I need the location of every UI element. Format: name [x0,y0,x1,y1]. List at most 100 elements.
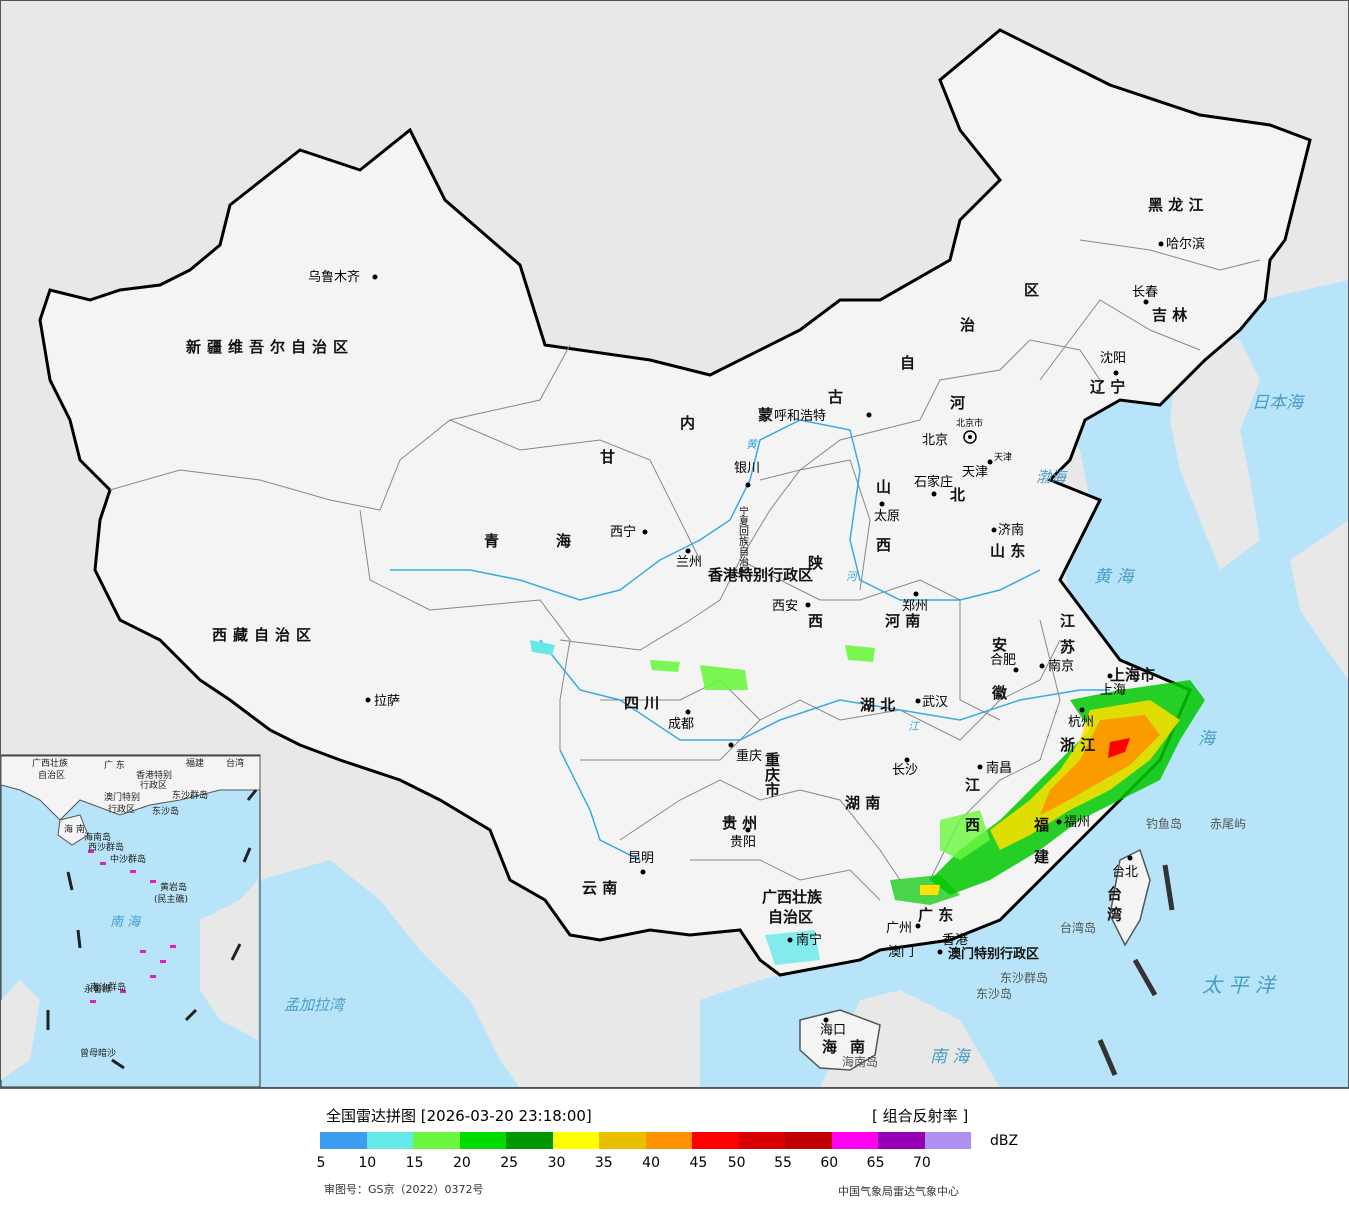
province-label: 香港特别行政区 [708,566,813,584]
city-dot-icon [904,757,910,763]
city-label: 西安 [772,599,798,614]
scale-tick-label: 55 [774,1155,792,1171]
sea-label: 南 海 [930,1047,972,1067]
province-label: 上海市 [1110,666,1155,684]
city-dot-icon [1039,663,1045,669]
color-scale-segment [831,1132,878,1149]
island-label: 台湾岛 [1060,920,1096,935]
scale-tick-label: 20 [452,1155,471,1171]
inset-hainan [57,814,89,846]
city-dot-icon [1056,819,1062,825]
province-label: 建 [1034,848,1050,866]
province-label: 区 [1024,281,1039,299]
city-dot-icon [915,698,921,704]
city-label: 昆明 [628,851,654,866]
color-scale-segment [506,1132,553,1149]
province-label: 吉 林 [1152,306,1188,324]
scale-tick-label: 15 [405,1155,424,1171]
map-approval-number: 审图号：GS京（2022）0372号 [324,1183,484,1196]
city-label: 上海 [1100,683,1126,698]
city-dot-icon [1143,299,1149,305]
province-label: 自 [900,354,915,372]
city-label: 太原 [874,509,900,524]
color-scale-segment [645,1132,692,1149]
province-label: 苏 [1060,638,1075,656]
province-label: 澳门特别行政区 [948,946,1039,962]
city-label: 香港 [942,933,968,948]
inset-label: 西沙群岛 [88,841,124,853]
nine-dash-line [1097,864,1175,1076]
city-dot-icon [685,709,691,715]
inset-label: 海 南 [64,823,85,835]
scale-tick-label: 5 [316,1155,326,1171]
city-dot-icon [745,482,751,488]
bengal-sea-area [260,860,520,1088]
city-dot-icon [728,742,734,748]
scale-tick-label: 50 [727,1155,746,1171]
hainan-island [799,1009,881,1071]
rivers [390,419,1110,861]
city-label: 北京市 [956,417,983,429]
taiwan-island [1109,848,1151,947]
province-label: 台 湾 [1105,885,1123,922]
sea-label: 孟加拉湾 [284,996,347,1014]
city-label: 贵阳 [730,835,756,850]
capital-marker-icon [963,430,977,444]
province-label: 安 [992,636,1007,654]
inset-label: 广西壮族 [32,757,68,769]
inset-label: 福建 [186,757,204,769]
scale-tick-label: 70 [912,1155,931,1171]
province-label: 河 [950,394,965,412]
province-label: 湖 北 [860,696,895,714]
korea-japan-land [1170,330,1260,570]
province-label: 徽 [991,684,1008,702]
city-label: 海口 [820,1023,846,1038]
scale-tick-label: 30 [547,1155,566,1171]
inset-label: 永暑礁 [84,983,111,995]
color-scale-bar [320,1132,971,1149]
inset-label: 中沙群岛 [110,853,146,865]
inset-label: 南 海 [110,915,142,930]
city-label: 澳门 [888,944,914,960]
inset-label: 台湾 [226,757,244,769]
color-scale-segment [552,1132,599,1149]
province-label: 西藏自治区 [212,626,317,644]
sea-label: 太 平 洋 [1202,973,1277,997]
city-dot-icon [1113,370,1119,376]
province-label: 广 东 [918,906,953,924]
city-label: 重庆 [736,748,762,764]
city-dot-icon [913,591,919,597]
city-dot-icon [866,412,872,418]
city-label: 南昌 [986,760,1012,776]
city-label: 长春 [1132,285,1158,300]
scale-tick-label: 45 [689,1155,708,1171]
province-label: 治 [960,316,975,334]
radar-echoes [530,640,1205,965]
city-dot-icon [642,529,648,535]
city-dot-icon [365,697,371,703]
city-label: 乌鲁木齐 [308,269,360,285]
province-label: 西 [965,816,980,834]
city-dot-icon [805,602,811,608]
city-label: 拉萨 [374,694,400,709]
province-label: 甘 [600,448,615,466]
province-label: 古 [828,388,843,406]
sea-label: 日本海 [1252,393,1306,413]
city-dot-icon [1013,667,1019,673]
city-label: 天津 [994,452,1012,463]
sea-label: 黄 海 [1094,567,1136,587]
city-dot-icon [745,827,751,833]
city-label: 银川 [734,461,760,476]
legend-panel: 全国雷达拼图 [2026-03-20 23:18:00] [ 组合反射率 ] d… [0,1088,1349,1209]
city-dot-icon [1158,241,1164,247]
color-scale-segment [599,1132,646,1149]
city-label: 杭州 [1068,715,1094,730]
data-source: 中国气象局雷达气象中心 [838,1185,959,1198]
city-dot-icon [987,459,993,465]
inset-label: 自治区 [38,769,65,781]
province-label: 海 [822,1038,837,1056]
province-label: 江 [1060,612,1075,630]
color-scale-segment [738,1132,785,1149]
province-label: 西 [808,612,823,630]
city-label: 北京 [922,433,948,448]
